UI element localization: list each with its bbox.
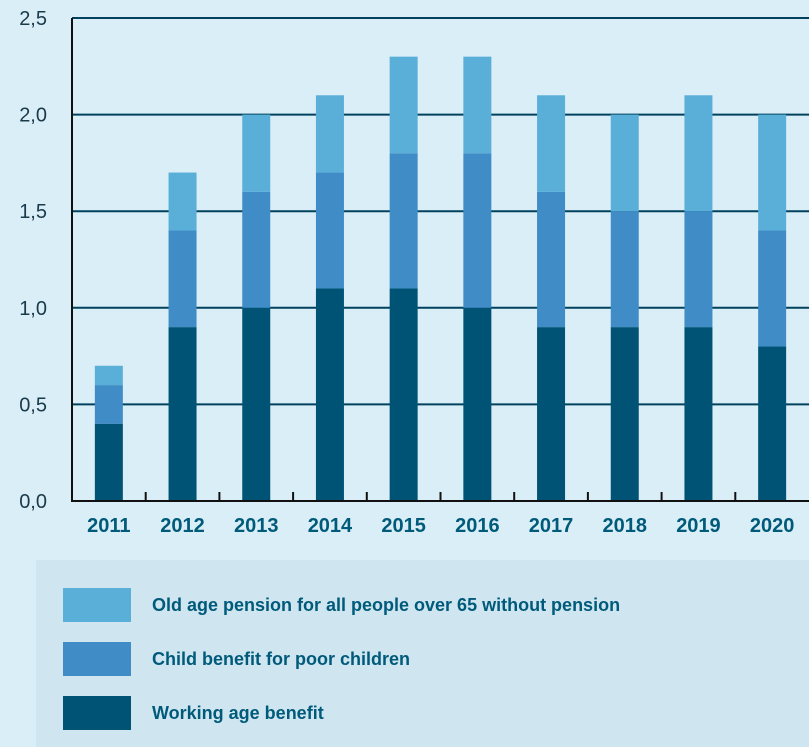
bar-segment	[389, 56, 418, 154]
x-tick-label: 2018	[603, 515, 648, 537]
bar-segment	[684, 327, 713, 501]
x-tick-labels: 2011 2012 2013 2014 2015 2016 2017 2018 2019 2020	[87, 515, 794, 537]
y-tick-label: 1,0	[19, 298, 47, 320]
bar-segment	[94, 385, 123, 424]
bar-segment	[463, 153, 492, 308]
bar-segment	[537, 327, 566, 501]
bar-segment	[684, 211, 713, 328]
bar-segment	[168, 172, 197, 231]
legend-label-working-age-benefit: Working age benefit	[152, 702, 324, 723]
legend: Old age pension for all people over 65 w…	[36, 560, 809, 747]
bar-segment	[758, 230, 787, 347]
legend-label-old-age-pension: Old age pension for all people over 65 w…	[152, 594, 621, 615]
bar-segment	[94, 365, 123, 386]
x-tick-label: 2019	[676, 515, 721, 537]
legend-item-old-age-pension: Old age pension for all people over 65 w…	[63, 588, 620, 622]
bar-segment	[463, 56, 492, 154]
y-tick-label: 1,5	[19, 201, 47, 223]
legend-swatch-old-age-pension	[63, 588, 131, 622]
y-tick-label: 2,5	[19, 8, 47, 30]
bar-segment	[610, 114, 639, 212]
bar-segment	[389, 288, 418, 501]
legend-label-child-benefit: Child benefit for poor children	[152, 648, 410, 669]
bar-segment	[315, 95, 344, 173]
bar-segment	[758, 114, 787, 231]
x-tick-label: 2016	[455, 515, 500, 537]
bar-segment	[610, 327, 639, 501]
x-tick-label: 2014	[308, 515, 353, 537]
bar-segment	[315, 172, 344, 289]
bar-segment	[463, 307, 492, 501]
bar-segment	[242, 191, 271, 308]
bar-segment	[389, 153, 418, 289]
legend-swatch-working-age-benefit	[63, 696, 131, 730]
legend-item-child-benefit: Child benefit for poor children	[63, 642, 410, 676]
legend-swatch-child-benefit	[63, 642, 131, 676]
legend-item-working-age-benefit: Working age benefit	[63, 696, 324, 730]
bar-segment	[610, 211, 639, 328]
x-tick-label: 2017	[529, 515, 574, 537]
bar-segment	[242, 307, 271, 501]
bar-segment	[684, 95, 713, 212]
bar-segment	[94, 423, 123, 501]
x-tick-label: 2020	[750, 515, 795, 537]
axes	[71, 18, 809, 502]
bar-segment	[242, 114, 271, 192]
y-tick-label: 2,0	[19, 105, 47, 127]
y-tick-label: 0,5	[19, 394, 47, 416]
bar-segment	[168, 327, 197, 501]
x-tick-label: 2011	[87, 515, 130, 537]
bar-segment	[168, 230, 197, 328]
x-tick-label: 2012	[160, 515, 205, 537]
x-tick-label: 2013	[234, 515, 279, 537]
bar-segment	[315, 288, 344, 501]
bar-segment	[537, 191, 566, 328]
stacked-bar-chart: 0,00,51,01,52,02,5 2011 2012 2013 2014 2015 2…	[19, 8, 809, 537]
bars	[94, 56, 787, 501]
y-tick-labels: 0,0 0,5 1,0 1,5 2,0 2,5	[19, 8, 47, 513]
bar-segment	[758, 346, 787, 501]
bar-segment	[537, 95, 566, 192]
y-tick-label: 0,0	[19, 491, 47, 513]
x-tick-label: 2015	[381, 515, 426, 537]
